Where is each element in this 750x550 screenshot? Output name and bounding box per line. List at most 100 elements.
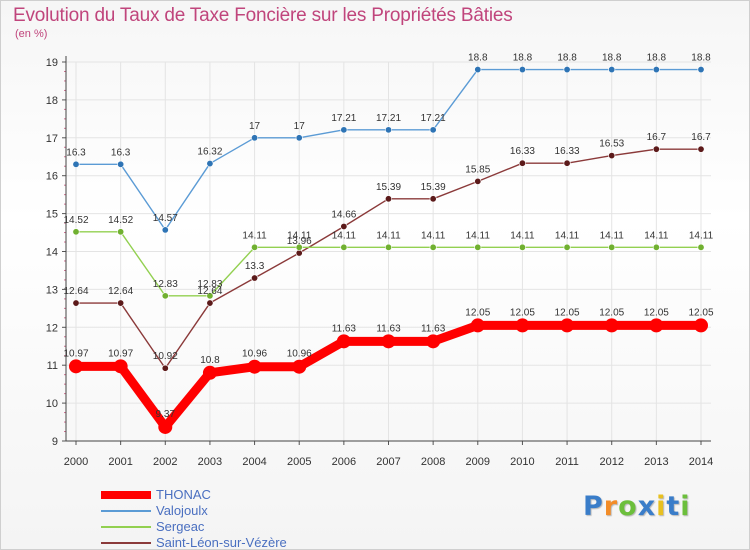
data-point: [563, 159, 571, 167]
data-point: [608, 152, 616, 160]
data-label: 18.8: [557, 53, 577, 64]
logo-letter: i: [656, 491, 667, 522]
data-point: [697, 145, 705, 153]
data-label: 10.96: [242, 349, 267, 360]
data-label: 18.8: [602, 53, 622, 64]
data-point: [295, 243, 303, 251]
data-point: [251, 274, 259, 282]
data-point: [429, 243, 437, 251]
data-label: 12.05: [688, 307, 713, 318]
y-tick-label: 19: [46, 57, 58, 69]
data-label: 14.11: [555, 230, 580, 241]
data-point: [470, 318, 485, 333]
data-point: [652, 145, 660, 153]
data-label: 17: [249, 121, 261, 132]
legend-item: THONAC: [101, 487, 361, 503]
data-point: [608, 243, 616, 251]
legend-swatch: [101, 510, 151, 512]
data-label: 15.39: [421, 182, 446, 193]
axes: [62, 56, 711, 445]
data-label: 15.39: [376, 182, 401, 193]
data-label: 17: [294, 121, 306, 132]
data-label: 14.11: [510, 230, 535, 241]
data-label: 12.05: [465, 307, 490, 318]
logo-letter: r: [603, 491, 619, 522]
x-tick-label: 2004: [242, 456, 266, 468]
data-point: [518, 159, 526, 167]
legend-swatch: [101, 526, 151, 528]
y-tick-label: 15: [46, 209, 58, 221]
data-label: 12.05: [644, 307, 669, 318]
data-label: 14.11: [332, 230, 357, 241]
legend-label: Saint-Léon-sur-Vézère: [156, 535, 287, 550]
data-point: [161, 292, 169, 300]
data-label: 14.57: [153, 213, 178, 224]
series-3: [69, 318, 708, 434]
data-label: 11.63: [332, 323, 357, 334]
data-point: [381, 334, 396, 349]
x-tick-label: 2013: [644, 456, 668, 468]
data-point: [518, 66, 526, 74]
data-label: 16.3: [66, 147, 86, 158]
data-label: 13.96: [287, 236, 312, 247]
x-tick-label: 2007: [376, 456, 400, 468]
x-tick-label: 2003: [198, 456, 222, 468]
legend-swatch: [101, 491, 151, 499]
data-point: [474, 177, 482, 185]
data-point: [72, 160, 80, 168]
data-point: [251, 134, 259, 142]
legend-item: Saint-Léon-sur-Vézère: [101, 535, 361, 550]
x-tick-label: 2014: [689, 456, 713, 468]
legend-label: THONAC: [156, 487, 211, 502]
logo-letter: o: [618, 491, 638, 522]
data-point: [697, 66, 705, 74]
y-tick-labels: 9 10 11 12 13 14 15 16 17 18 19: [46, 57, 58, 448]
logo-letter: t: [666, 491, 681, 522]
data-label: 14.11: [242, 230, 267, 241]
data-label: 16.32: [197, 147, 222, 158]
data-point: [247, 359, 262, 374]
grid: [66, 61, 711, 442]
legend: THONAC Valojoulx Sergeac Saint-Léon-sur-Véz…: [101, 487, 361, 550]
data-point: [340, 222, 348, 230]
data-point: [202, 365, 217, 380]
data-label: 10.92: [153, 351, 178, 362]
data-point: [158, 419, 173, 434]
x-tick-label: 2008: [421, 456, 445, 468]
data-label: 10.97: [63, 348, 88, 359]
data-label: 17.21: [421, 113, 446, 124]
data-label: 14.11: [466, 230, 491, 241]
data-label: 16.33: [510, 146, 535, 157]
data-point: [694, 318, 708, 333]
data-point: [340, 126, 348, 134]
data-point: [563, 66, 571, 74]
legend-label: Valojoulx: [156, 503, 208, 518]
data-label: 10.8: [200, 355, 220, 366]
y-tick-label: 12: [46, 322, 58, 334]
series-1: [72, 145, 705, 372]
data-point: [251, 243, 259, 251]
data-label: 18.8: [647, 53, 667, 64]
data-label: 13.3: [245, 261, 265, 272]
data-point: [429, 195, 437, 203]
data-point: [384, 195, 392, 203]
logo-letter: x: [637, 491, 657, 522]
data-point: [652, 66, 660, 74]
y-tick-label: 18: [46, 95, 58, 107]
x-tick-label: 2010: [510, 456, 534, 468]
x-tick-label: 2012: [599, 456, 623, 468]
data-label: 12.05: [599, 307, 624, 318]
data-point: [72, 228, 80, 236]
data-point: [563, 243, 571, 251]
logo-letter: P: [583, 491, 604, 522]
y-tick-label: 13: [46, 284, 58, 296]
data-label: 10.97: [108, 348, 133, 359]
data-point: [474, 243, 482, 251]
data-label: 18.8: [691, 53, 711, 64]
legend-swatch: [101, 542, 151, 544]
series-0: [72, 66, 705, 234]
data-point: [336, 334, 351, 349]
y-tick-label: 16: [46, 171, 58, 183]
data-point: [604, 318, 619, 333]
data-label: 14.66: [331, 209, 356, 220]
